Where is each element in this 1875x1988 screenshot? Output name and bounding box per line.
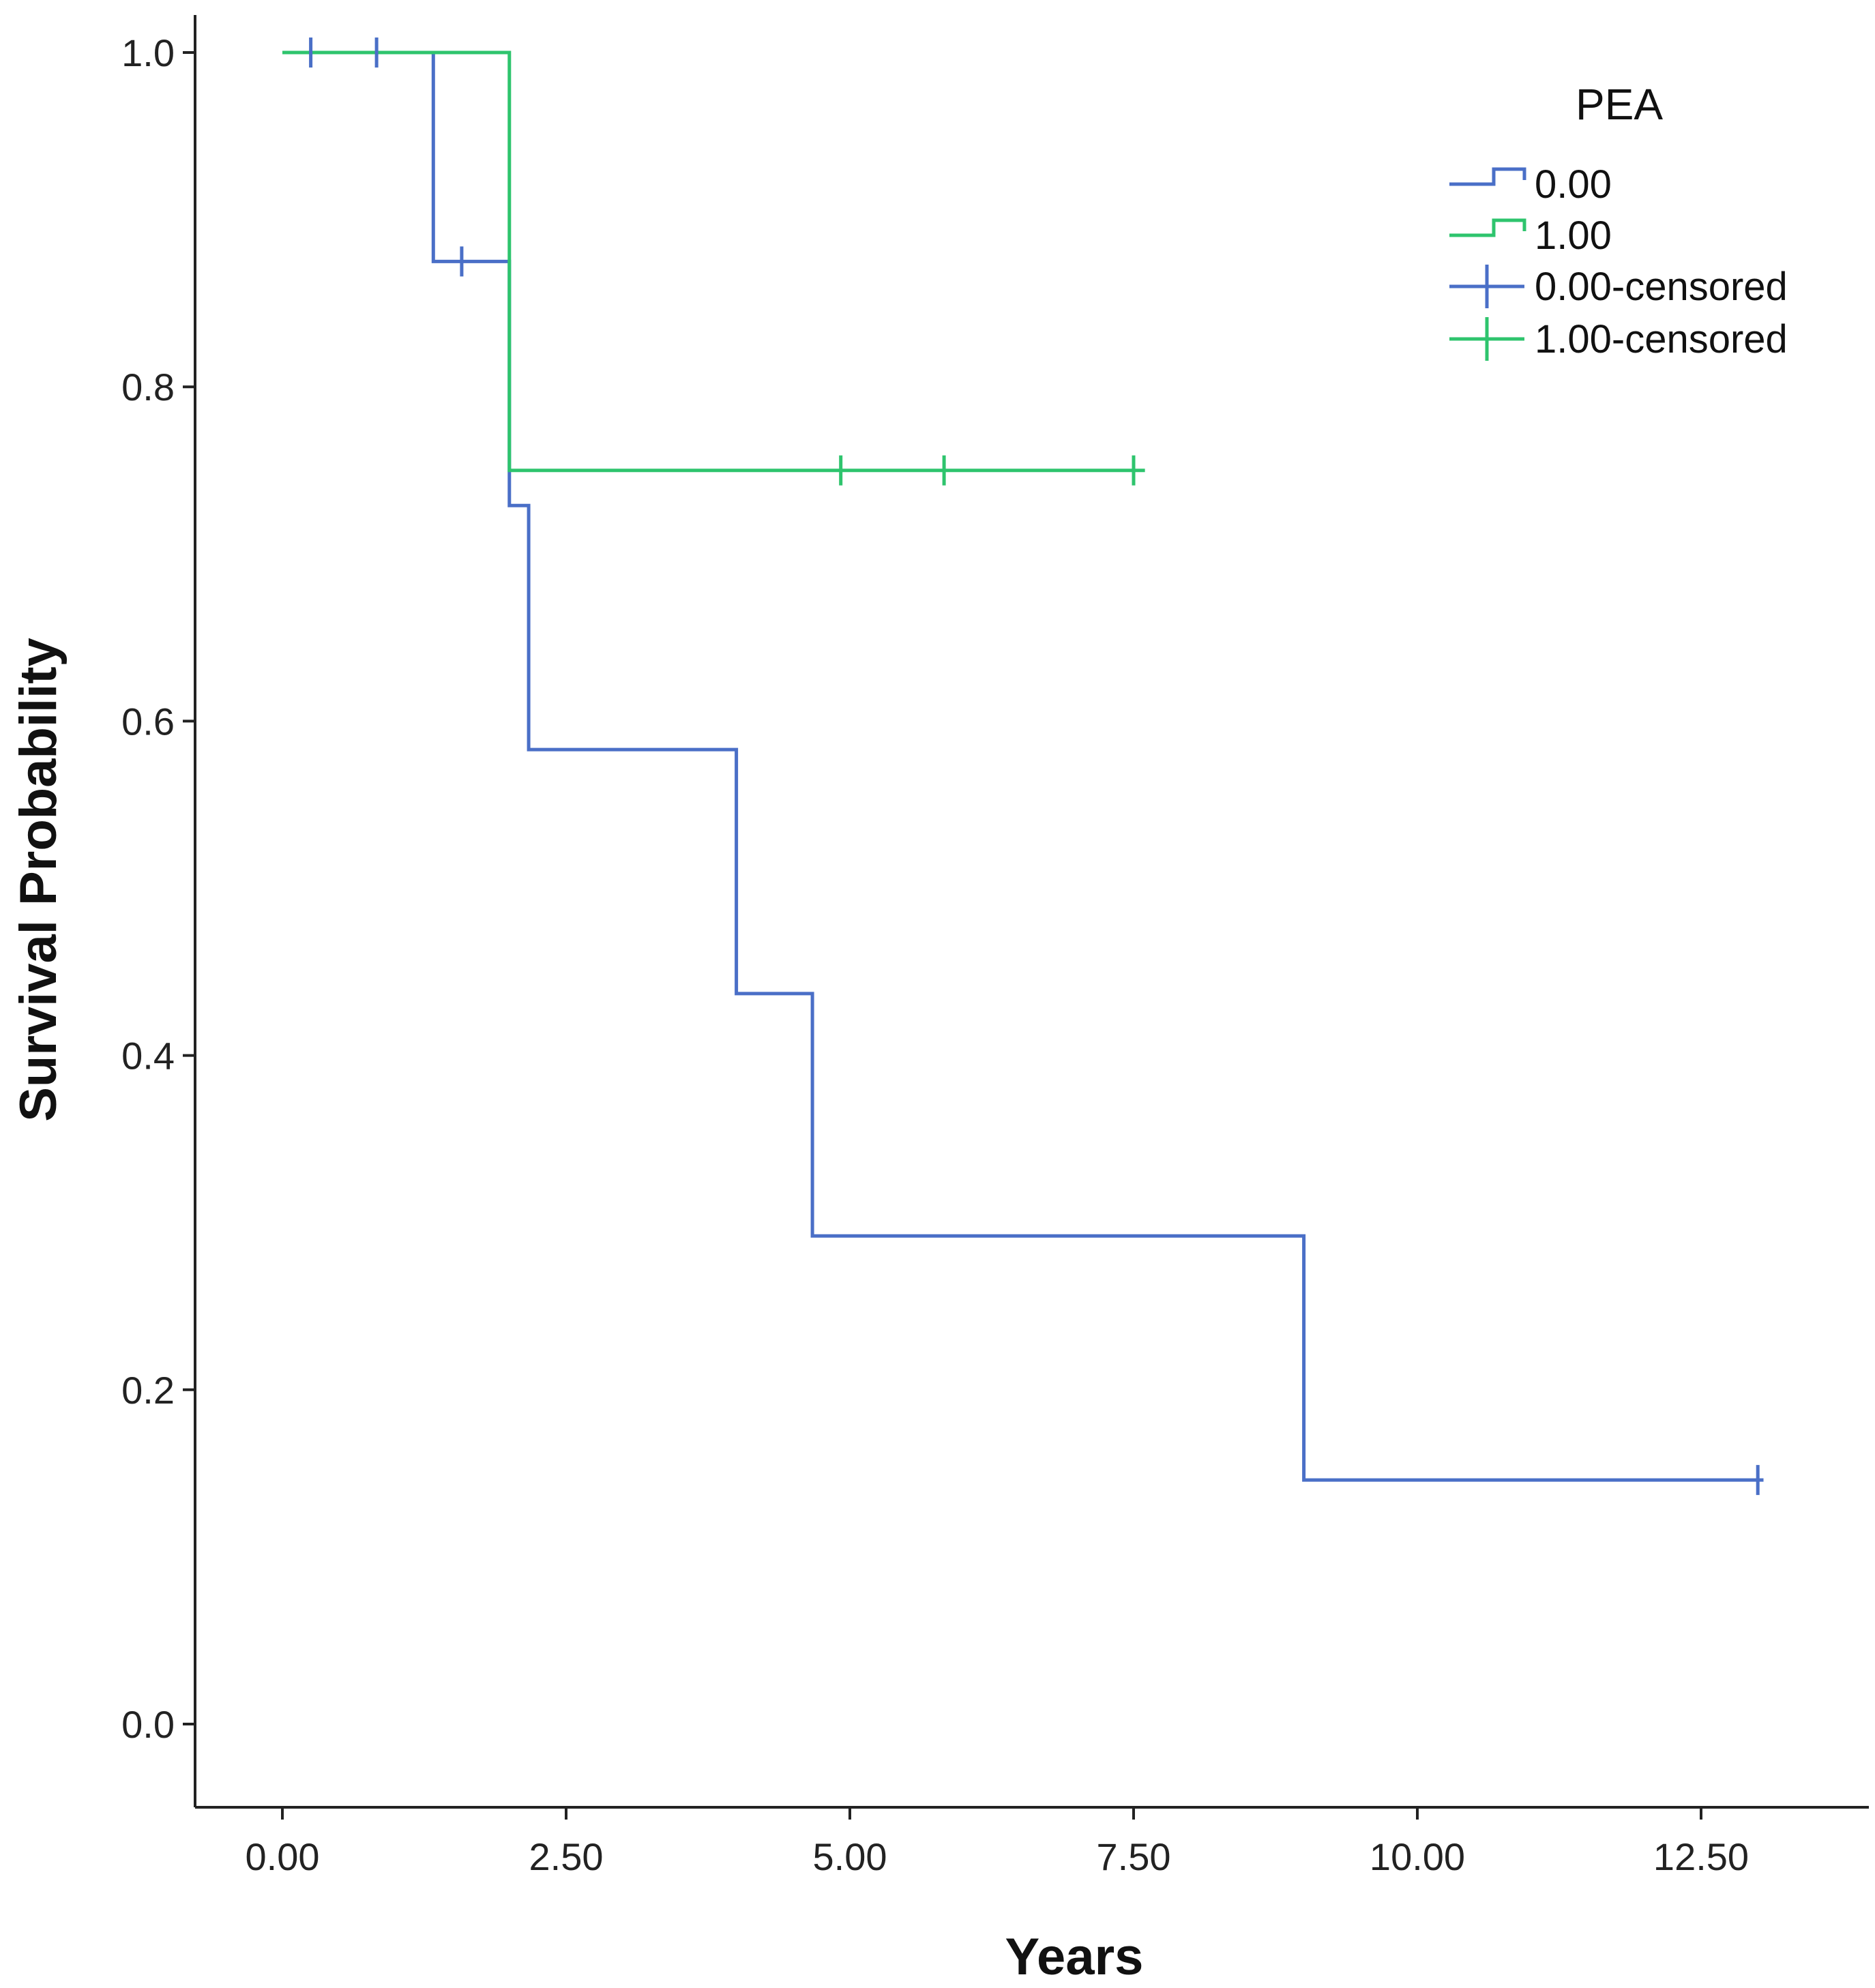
y-tick-label: 0.0: [121, 1703, 175, 1746]
y-axis-title: Survival Probability: [10, 638, 68, 1122]
y-tick-label: 0.2: [121, 1369, 175, 1412]
legend-label: 0.00-censored: [1535, 265, 1788, 309]
legend: PEA 0.00 1.00 0.00-censored 1.00-censored: [1449, 80, 1788, 361]
series-line-0.00: [282, 50, 1764, 1482]
x-axis-title: Years: [1005, 1928, 1144, 1986]
x-tick-label: 5.00: [813, 1835, 887, 1878]
censor-marks: [309, 38, 1760, 1496]
legend-label: 1.00-censored: [1535, 317, 1788, 361]
legend-entries: 0.00 1.00 0.00-censored 1.00-censored: [1449, 162, 1788, 361]
y-tick-label: 1.0: [121, 31, 175, 74]
x-tick-label: 7.50: [1097, 1835, 1171, 1878]
series-line-1.00: [282, 50, 1145, 473]
ticks: 0.00 2.50 5.00 7.50 10.00 12.50 0.0 0.2 0.4 0.6 0.…: [121, 31, 1749, 1878]
y-tick-label: 0.4: [121, 1035, 175, 1078]
y-tick-label: 0.6: [121, 700, 175, 743]
legend-step-swatch: [1449, 218, 1526, 237]
legend-label: 0.00: [1535, 162, 1612, 207]
x-tick-label: 10.00: [1370, 1835, 1465, 1878]
x-tick-label: 2.50: [529, 1835, 604, 1878]
legend-step-swatch: [1449, 167, 1526, 186]
legend-title: PEA: [1576, 80, 1663, 129]
legend-label: 1.00: [1535, 213, 1612, 258]
axes: [194, 15, 1869, 1809]
y-tick-label: 0.8: [121, 366, 175, 409]
x-tick-label: 0.00: [246, 1835, 320, 1878]
series-lines: [282, 50, 1764, 1482]
x-tick-label: 12.50: [1653, 1835, 1749, 1878]
